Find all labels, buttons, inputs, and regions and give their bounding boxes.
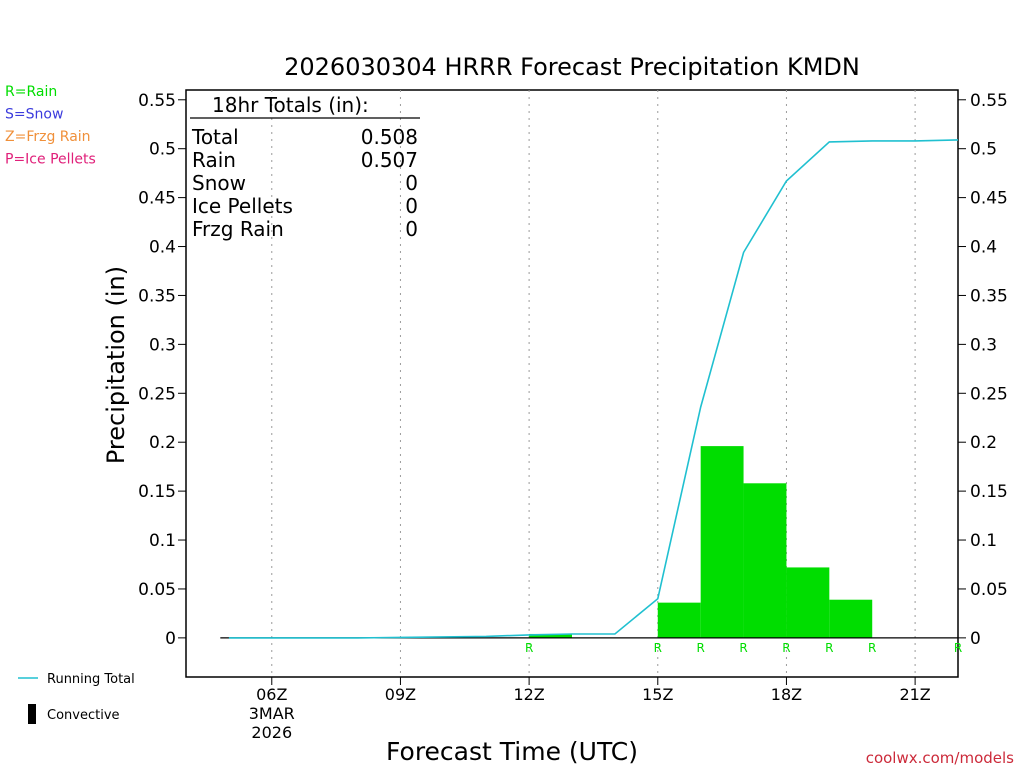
totals-row-value-2: 0 [405, 171, 418, 195]
totals-header: 18hr Totals (in): [212, 93, 369, 117]
totals-row-label-4: Frzg Rain [192, 217, 284, 241]
running-total-line [228, 139, 959, 639]
xtick-label-15Z: 15Z [642, 685, 673, 704]
ytick-right-label-9: 0.45 [970, 189, 1008, 209]
type-legend-2: Z=Frzg Rain [5, 129, 91, 145]
xtick-label-06Z: 06Z [256, 685, 287, 704]
totals-row-label-2: Snow [192, 171, 246, 195]
ytick-left-label-3: 0.15 [138, 482, 176, 502]
ytick-right-label-2: 0.1 [970, 531, 997, 551]
totals-row-value-3: 0 [405, 194, 418, 218]
footer-credit: coolwx.com/models [866, 749, 1014, 767]
type-legend-0: R=Rain [5, 84, 57, 100]
xtick-label-21Z: 21Z [899, 685, 930, 704]
ytick-left-label-11: 0.55 [138, 91, 176, 111]
plot-frame [185, 89, 959, 678]
ytick-left-label-10: 0.5 [149, 140, 176, 160]
legend-label-0: Running Total [47, 672, 135, 687]
ytick-right-label-8: 0.4 [970, 238, 997, 258]
xtick-date-line1: 3MAR [249, 704, 295, 723]
xtick-label-09Z: 09Z [385, 685, 416, 704]
ytick-right-label-10: 0.5 [970, 140, 997, 160]
ytick-right-label-0: 0 [970, 629, 981, 649]
xtick-label-18Z: 18Z [771, 685, 802, 704]
precip-bar-5 [829, 599, 873, 638]
xtick-label-12Z: 12Z [513, 685, 544, 704]
totals-row-label-1: Rain [192, 148, 236, 172]
type-marker-2: R [696, 641, 704, 655]
ytick-right-label-11: 0.55 [970, 91, 1008, 111]
precip-bar-0 [529, 633, 572, 638]
precip-bar-2 [700, 446, 744, 638]
precip-bar-1 [657, 602, 701, 638]
totals-row-label-3: Ice Pellets [192, 194, 293, 218]
totals-row-label-0: Total [191, 125, 239, 149]
ytick-left-label-6: 0.3 [149, 335, 176, 355]
x-axis-label: Forecast Time (UTC) [386, 737, 638, 766]
ytick-right-label-3: 0.15 [970, 482, 1008, 502]
ytick-right-label-7: 0.35 [970, 286, 1008, 306]
totals-row-value-1: 0.507 [361, 148, 418, 172]
running-total-series [228, 139, 959, 639]
type-marker-1: R [654, 641, 662, 655]
legend-label-1: Convective [47, 708, 120, 723]
type-marker-7: R [954, 641, 962, 655]
type-marker-0: R [525, 641, 533, 655]
precip-type-legend: R=Rain S=Snow Z=Frzg Rain P=Ice Pellets [5, 84, 96, 168]
type-marker-4: R [782, 641, 790, 655]
type-marker-6: R [868, 641, 876, 655]
precip-bar-4 [786, 567, 830, 638]
ytick-left-label-4: 0.2 [149, 433, 176, 453]
bottom-legend: Running Total Convective [18, 672, 135, 724]
type-marker-5: R [825, 641, 833, 655]
y-axis-label: Precipitation (in) [102, 266, 130, 464]
ytick-right-label-6: 0.3 [970, 335, 997, 355]
ytick-right-label-1: 0.05 [970, 580, 1008, 600]
ytick-left-label-8: 0.4 [149, 238, 176, 258]
legend-convective-swatch [28, 704, 36, 724]
precip-bar-3 [743, 483, 787, 638]
totals-row-value-4: 0 [405, 217, 418, 241]
type-legend-1: S=Snow [5, 107, 63, 123]
totals-box: 18hr Totals (in): Total 0.508 Rain 0.507 Snow… [190, 93, 420, 241]
ytick-left-label-1: 0.05 [138, 580, 176, 600]
ytick-right-label-5: 0.25 [970, 384, 1008, 404]
y-axis-right: 0 0.05 0.1 0.15 0.2 0.25 0.3 0.35 0.4 0.45 0.5 0.55 [958, 91, 1008, 649]
ytick-right-label-4: 0.2 [970, 433, 997, 453]
xtick-date-line2: 2026 [251, 723, 292, 742]
ytick-left-label-0: 0 [165, 629, 176, 649]
ytick-left-label-7: 0.35 [138, 286, 176, 306]
type-marker-3: R [739, 641, 747, 655]
ytick-left-label-2: 0.1 [149, 531, 176, 551]
totals-row-value-0: 0.508 [361, 125, 418, 149]
precip-bars [529, 446, 873, 638]
ytick-left-label-9: 0.45 [138, 189, 176, 209]
ytick-left-label-5: 0.25 [138, 384, 176, 404]
chart-title: 2026030304 HRRR Forecast Precipitation K… [284, 53, 860, 81]
type-legend-3: P=Ice Pellets [5, 152, 96, 168]
y-axis-left: 0 0.05 0.1 0.15 0.2 0.25 0.3 0.35 0.4 0.45 0.5 0.55 [138, 91, 186, 649]
